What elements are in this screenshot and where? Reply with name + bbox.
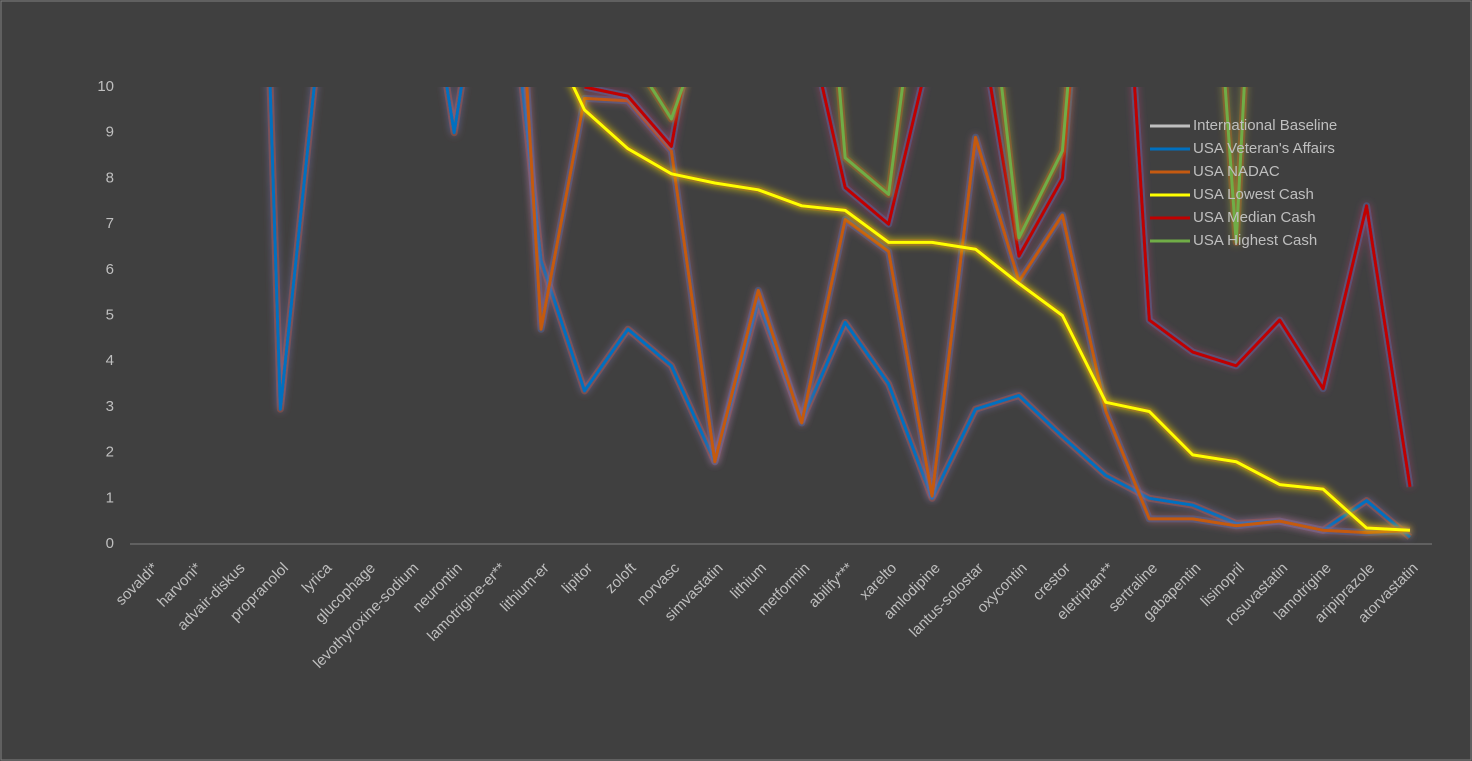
y-tick-label: 1	[106, 489, 114, 506]
series-line	[268, 87, 1411, 539]
plot-area	[150, 87, 1414, 540]
legend-label: USA Veteran's Affairs	[1193, 140, 1335, 157]
legend-label: International Baseline	[1193, 117, 1337, 134]
legend-label: USA Lowest Cash	[1193, 186, 1314, 203]
y-tick-label: 9	[106, 124, 114, 141]
series-line	[584, 87, 1412, 488]
y-tick-label: 10	[97, 78, 114, 95]
series-glow-group	[583, 87, 1414, 488]
series-glow-group	[266, 87, 1413, 540]
series-glow-group	[569, 87, 1411, 534]
y-tick-label: 3	[106, 398, 114, 415]
legend-label: USA Highest Cash	[1193, 232, 1317, 249]
legend-label: USA NADAC	[1193, 163, 1280, 180]
legend-label: USA Median Cash	[1193, 209, 1316, 226]
y-tick-label: 0	[106, 535, 114, 552]
y-tick-label: 4	[106, 352, 114, 369]
y-tick-label: 5	[106, 306, 114, 323]
y-tick-label: 6	[106, 261, 114, 278]
y-tick-label: 2	[106, 444, 114, 461]
y-tick-label: 7	[106, 215, 114, 232]
y-tick-label: 8	[106, 169, 114, 186]
series-line	[571, 87, 1411, 532]
